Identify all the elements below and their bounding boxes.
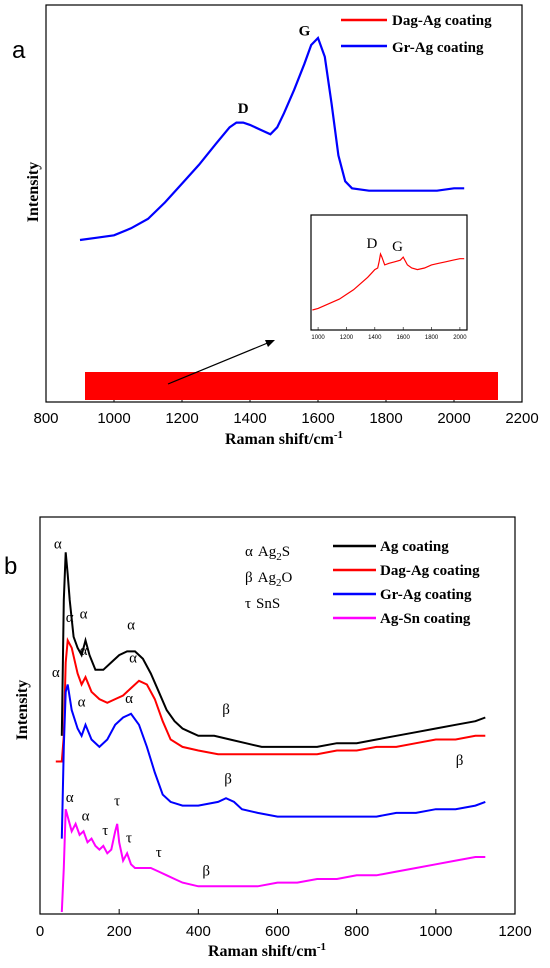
panel-b-peak-label: α bbox=[125, 691, 133, 707]
panel-b-x-axis-title-main: Raman shift/cm bbox=[208, 943, 318, 960]
phase-legend-entry: α Ag2S bbox=[245, 544, 290, 563]
panel-a-peak-label: D bbox=[238, 101, 249, 117]
panel-b-peak-label: α bbox=[52, 665, 60, 681]
panel-a: a 800 1000 1200 1400 1600 1800 2000 2200 Intens… bbox=[12, 4, 539, 448]
panel-b-peak-label: β bbox=[202, 863, 210, 879]
panel-a-x-tick-label: 1800 bbox=[369, 410, 402, 427]
panel-b-peak-label: α bbox=[129, 650, 137, 666]
phase-legend-formula: Ag bbox=[258, 570, 277, 586]
panel-a-zoom-arrow bbox=[167, 340, 275, 385]
panel-a-plot-frame bbox=[45, 4, 523, 403]
inset-x-tick-label: 2000 bbox=[453, 335, 467, 341]
panel-b-legend-label: Dag-Ag coating bbox=[380, 563, 480, 579]
panel-b-peak-label: β bbox=[456, 753, 464, 769]
panel-b-peak-label: α bbox=[78, 694, 86, 710]
phase-legend-subscript: 2 bbox=[276, 577, 282, 589]
panel-b-x-tick-label: 200 bbox=[107, 923, 132, 940]
phase-legend-formula: Ag bbox=[258, 544, 277, 560]
panel-b-series-legend: Ag coating Dag-Ag coating Gr-Ag coating Ag-… bbox=[333, 539, 480, 627]
panel-a-label: a bbox=[12, 37, 26, 64]
panel-a-peak-label: G bbox=[299, 24, 311, 40]
panel-a-legend: Dag-Ag coating Gr-Ag coating bbox=[341, 13, 492, 56]
panel-b-x-ticks: 0 200 400 600 800 1000 1200 bbox=[36, 909, 532, 940]
panel-b-peak-label: α bbox=[66, 790, 74, 806]
panel-a-series-gr-ag-line bbox=[79, 35, 465, 242]
phase-legend-formula: SnS bbox=[256, 596, 280, 612]
inset-x-tick-label: 1800 bbox=[425, 335, 439, 341]
phase-legend-entry: τ SnS bbox=[245, 596, 280, 612]
panel-a-x-ticks: 800 1000 1200 1400 1600 1800 2000 2200 bbox=[33, 397, 539, 427]
panel-b-peak-label: β bbox=[222, 702, 230, 718]
arrow-head bbox=[265, 340, 275, 347]
panel-b-legend-label: Ag coating bbox=[380, 539, 449, 555]
inset-x-tick-label: 1400 bbox=[368, 335, 382, 341]
arrow-shaft bbox=[167, 341, 271, 385]
phase-legend-symbol: β bbox=[245, 570, 253, 586]
panel-a-x-tick-label: 1400 bbox=[233, 410, 266, 427]
panel-b-x-tick-label: 1000 bbox=[419, 923, 452, 940]
phase-legend-subscript: 2 bbox=[276, 551, 282, 563]
panel-a-x-axis-title: Raman shift/cm-1 bbox=[225, 429, 343, 448]
panel-b-peak-label: τ bbox=[102, 823, 108, 839]
inset-x-tick-label: 1200 bbox=[340, 335, 354, 341]
inset-x-ticks: 1000 1200 1400 1600 1800 2000 bbox=[311, 327, 467, 341]
panel-b-series-line-0 bbox=[60, 552, 486, 748]
panel-b-peak-label: α bbox=[80, 643, 88, 659]
panel-a-x-axis-title-main: Raman shift/cm bbox=[225, 431, 335, 448]
panel-b-peak-label: β bbox=[224, 772, 232, 788]
panel-a-x-axis-title-sup: -1 bbox=[334, 429, 343, 441]
panel-b-x-axis-title-sup: -1 bbox=[317, 941, 326, 953]
panel-a-x-tick-label: 2200 bbox=[505, 410, 538, 427]
panel-b-legend-label: Ag-Sn coating bbox=[380, 611, 471, 627]
inset-peak-label: D bbox=[367, 236, 378, 252]
phase-legend-rest: O bbox=[281, 570, 292, 586]
panel-b-series-line-3 bbox=[60, 808, 486, 913]
panel-a-x-tick-label: 1200 bbox=[165, 410, 198, 427]
panel-b-peak-label: α bbox=[127, 617, 135, 633]
panel-b-peak-label: α bbox=[80, 606, 88, 622]
panel-b-x-tick-label: 1200 bbox=[498, 923, 531, 940]
panel-a-y-axis-title: Intensity bbox=[25, 162, 42, 222]
panel-b-series-line-2 bbox=[60, 684, 486, 839]
phase-legend-symbol: τ bbox=[245, 596, 251, 612]
panel-b-label: b bbox=[4, 553, 17, 580]
panel-b-x-tick-label: 400 bbox=[186, 923, 211, 940]
panel-b-legend-label: Gr-Ag coating bbox=[380, 587, 472, 603]
panel-b-x-tick-label: 0 bbox=[36, 923, 44, 940]
legend-label-gr-ag: Gr-Ag coating bbox=[392, 40, 484, 56]
panel-a-x-tick-label: 1600 bbox=[301, 410, 334, 427]
panel-b-peak-label: τ bbox=[126, 830, 132, 846]
panel-b-x-tick-label: 800 bbox=[344, 923, 369, 940]
panel-b-peak-label: α bbox=[54, 537, 62, 553]
panel-b: b 0 200 400 600 800 1000 1200 Intensity Raman … bbox=[4, 516, 532, 960]
phase-legend-rest: S bbox=[282, 544, 290, 560]
inset-x-tick-label: 1000 bbox=[311, 335, 325, 341]
panel-a-x-tick-label: 2000 bbox=[437, 410, 470, 427]
panel-b-peak-label: τ bbox=[156, 845, 162, 861]
panel-b-series-lines bbox=[55, 552, 486, 913]
panel-a-x-tick-label: 800 bbox=[33, 410, 58, 427]
phase-legend-entry: β Ag2O bbox=[245, 570, 292, 589]
panel-b-series-line-1 bbox=[55, 637, 486, 763]
panel-b-peak-label: τ bbox=[114, 794, 120, 810]
panel-b-x-tick-label: 600 bbox=[265, 923, 290, 940]
inset-x-tick-label: 1600 bbox=[397, 335, 411, 341]
phase-legend-symbol: α bbox=[245, 544, 253, 560]
panel-b-peak-label: α bbox=[82, 808, 90, 824]
panel-a-peak-annotations: DG bbox=[238, 24, 311, 118]
panel-b-peak-label: α bbox=[66, 610, 74, 626]
panel-b-x-axis-title: Raman shift/cm-1 bbox=[208, 941, 326, 960]
panel-b-y-axis-title: Intensity bbox=[14, 680, 31, 740]
inset-peak-label: G bbox=[392, 239, 403, 255]
inset-frame bbox=[310, 214, 468, 331]
panel-a-x-tick-label: 1000 bbox=[97, 410, 130, 427]
inset-series-dag-ag-line bbox=[312, 251, 465, 311]
panel-a-red-baseline-block bbox=[85, 372, 498, 400]
legend-label-dag-ag: Dag-Ag coating bbox=[392, 13, 492, 29]
